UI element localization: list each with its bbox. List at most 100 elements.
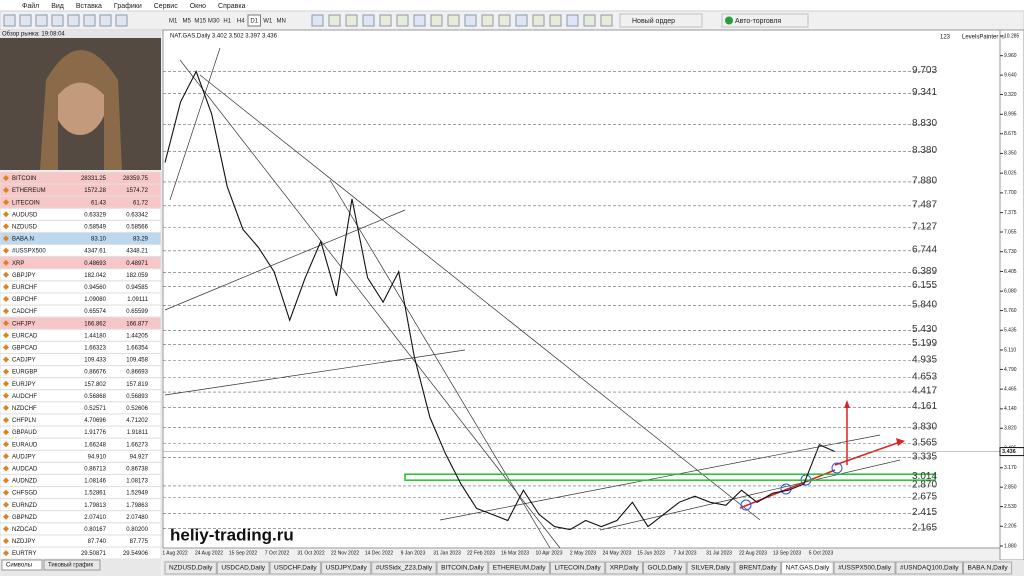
- bid: 29.50871: [81, 551, 107, 557]
- timeframe-button[interactable]: [194, 15, 207, 26]
- chart-tab[interactable]: [642, 561, 687, 575]
- tool-icon[interactable]: [115, 14, 128, 27]
- price-axis: [999, 29, 1024, 561]
- tool-icon[interactable]: [51, 14, 64, 27]
- tool-icon[interactable]: [67, 14, 80, 27]
- tool-icon[interactable]: [532, 14, 545, 27]
- timeframe-button[interactable]: [180, 15, 194, 26]
- tool-icon[interactable]: [35, 14, 48, 27]
- bid: 1.66323: [84, 345, 106, 351]
- y-tick-label: 7.375: [1004, 210, 1017, 216]
- menu-item[interactable]: Окно: [190, 3, 206, 10]
- chart-tab[interactable]: [781, 561, 834, 575]
- row-icon: [3, 356, 9, 363]
- marker-circle: [831, 462, 843, 474]
- timeframe-button[interactable]: [207, 15, 221, 26]
- ask: 1.91811: [127, 430, 149, 436]
- chart-tab[interactable]: [686, 561, 735, 575]
- y-tick-label: 6.405: [1004, 269, 1017, 275]
- chart-tab[interactable]: [371, 561, 437, 575]
- tool-icon[interactable]: [328, 14, 341, 27]
- tool-icon[interactable]: [3, 14, 16, 27]
- tool-icon[interactable]: [379, 14, 392, 27]
- tool-icon[interactable]: [481, 14, 494, 27]
- chart-tab[interactable]: [269, 561, 322, 575]
- level-label: 2.165: [912, 522, 937, 533]
- y-tick-label: 9.960: [1004, 53, 1017, 59]
- timeframe-button[interactable]: [167, 15, 180, 26]
- chart-tab[interactable]: [833, 561, 896, 575]
- market-row[interactable]: [0, 546, 162, 560]
- arrow: [834, 441, 901, 466]
- chart-tab[interactable]: [963, 561, 1013, 575]
- chart-tab[interactable]: [895, 561, 963, 575]
- row-icon: [3, 550, 9, 557]
- tool-icon[interactable]: [447, 14, 460, 27]
- left-tab[interactable]: [1, 559, 43, 571]
- timeframe-button[interactable]: [234, 15, 248, 26]
- menu-item[interactable]: Сервис: [154, 3, 178, 10]
- chart-tab-label: USDCHF,Daily: [274, 565, 317, 572]
- bid: 109.433: [84, 358, 106, 364]
- menu-item[interactable]: Графики: [114, 3, 142, 10]
- ask: 157.819: [126, 382, 148, 388]
- chart-tab[interactable]: [164, 561, 217, 575]
- chart-tab[interactable]: [605, 561, 643, 575]
- tool-icon[interactable]: [413, 14, 426, 27]
- tool-icon[interactable]: [583, 14, 596, 27]
- row-icon: [3, 417, 9, 423]
- timeframe-button[interactable]: [247, 14, 261, 27]
- symbol: EURTRY: [12, 551, 36, 557]
- menu-item[interactable]: Справка: [218, 3, 246, 10]
- ask: 0.63342: [126, 212, 148, 218]
- y-tick-label: 9.640: [1004, 72, 1017, 78]
- chart-tab[interactable]: [488, 561, 550, 575]
- timeframe-button[interactable]: [261, 15, 275, 26]
- tool-icon[interactable]: [19, 14, 32, 27]
- chart-tab[interactable]: [549, 561, 606, 575]
- row-icon: [3, 368, 9, 375]
- y-tick-label: 5.435: [1004, 328, 1017, 334]
- timeframe-button[interactable]: [221, 15, 234, 26]
- y-tick-label: 8.995: [1004, 112, 1017, 118]
- menu-item[interactable]: Файл: [22, 2, 39, 10]
- tool-icon[interactable]: [498, 14, 511, 27]
- tool-icon[interactable]: [430, 14, 443, 27]
- timeframe-button[interactable]: [275, 15, 288, 26]
- row-icon: [3, 283, 9, 290]
- symbol: GBPJPY: [12, 273, 36, 279]
- tool-icon[interactable]: [566, 14, 579, 27]
- symbol: NZDJPY: [12, 539, 35, 545]
- row-icon: [3, 453, 9, 460]
- tool-icon[interactable]: [396, 14, 409, 27]
- tool-icon[interactable]: [362, 14, 375, 27]
- tool-icon[interactable]: [345, 14, 358, 27]
- current-price-label: 3.436: [1002, 449, 1016, 455]
- tool-icon[interactable]: [600, 14, 613, 27]
- menu-item[interactable]: Вставка: [76, 3, 102, 10]
- tool-icon[interactable]: [515, 14, 528, 27]
- row-icon: [3, 308, 9, 315]
- chart-tab[interactable]: [321, 561, 372, 575]
- tool-icon[interactable]: [464, 14, 477, 27]
- left-tab[interactable]: [43, 559, 101, 571]
- ask: 28359.75: [123, 176, 149, 182]
- tool-icon[interactable]: [549, 14, 562, 27]
- symbol: CHFPLN: [12, 418, 36, 424]
- tool-icon[interactable]: [99, 14, 112, 27]
- chart-tab[interactable]: [734, 561, 782, 575]
- tool-icon[interactable]: [83, 14, 96, 27]
- chart-tab-label: XRP,Daily: [610, 565, 640, 572]
- chart-tab[interactable]: [216, 561, 270, 575]
- ask: 0.86738: [126, 466, 148, 472]
- new-order-button[interactable]: [619, 13, 703, 28]
- level-label: 4.653: [912, 371, 937, 382]
- auto-trading-button[interactable]: [721, 13, 809, 28]
- menu-item[interactable]: Вид: [51, 3, 64, 10]
- ask: 109.458: [126, 358, 148, 364]
- new-order-label: Новый ордер: [632, 17, 675, 25]
- level-label: 3.335: [912, 451, 937, 462]
- chart-tab[interactable]: [436, 561, 489, 575]
- tool-icon[interactable]: [311, 14, 324, 27]
- x-tick-label: 13 Sep 2023: [773, 550, 802, 556]
